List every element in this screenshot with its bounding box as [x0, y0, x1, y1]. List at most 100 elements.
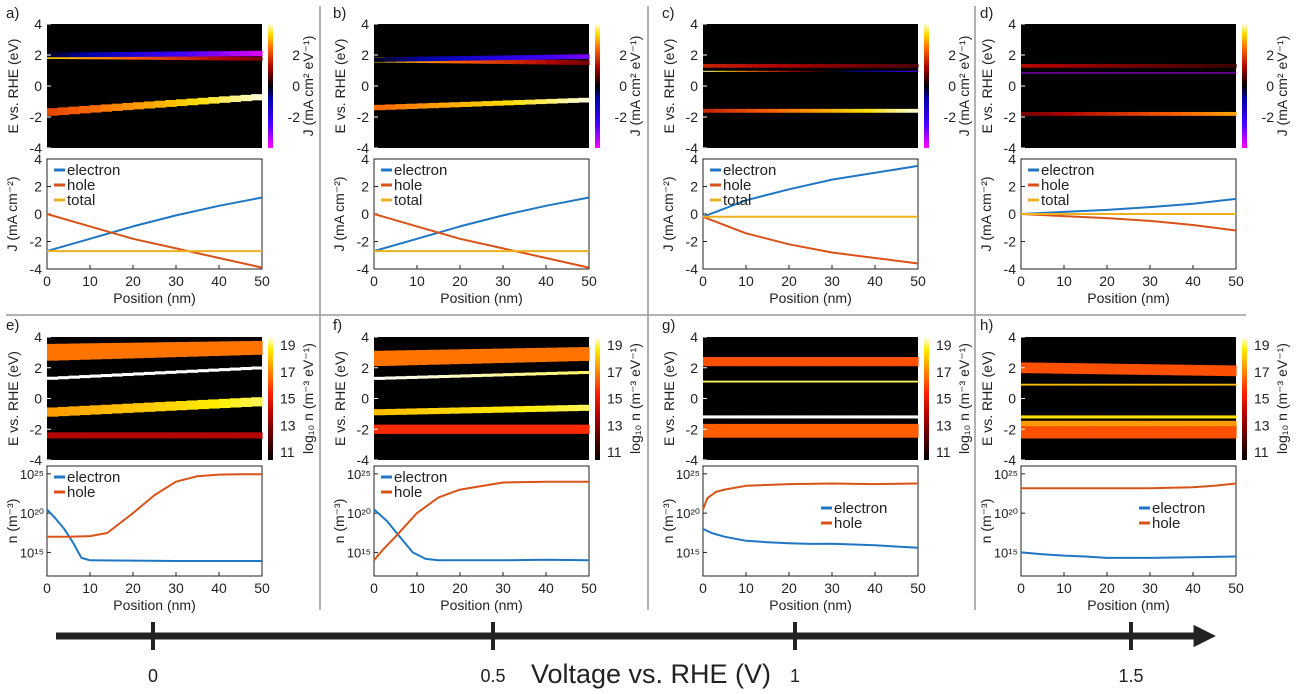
heatmap-cell [229, 367, 242, 371]
heatmap-cell [799, 423, 812, 438]
heatmap-cell [1074, 415, 1087, 419]
heatmap-ytick-label: -4 [30, 452, 43, 468]
heatmap-cell [449, 374, 461, 378]
colorbar-gradient [1242, 24, 1247, 148]
heatmap-cell [100, 104, 113, 112]
ytick-label: 0 [1008, 206, 1016, 222]
heatmap-cell [1031, 420, 1044, 429]
heatmap-cell [1193, 72, 1205, 74]
xtick-label: 40 [538, 580, 554, 596]
heatmap-cell [481, 373, 493, 377]
heatmap-cell [703, 356, 715, 367]
ytick-label: -4 [30, 261, 43, 277]
heatmap-cell [208, 432, 220, 439]
heatmap-cell [1182, 111, 1194, 116]
colorbar-tick-label: -2 [944, 109, 957, 125]
heatmap-cell [1117, 426, 1130, 439]
heatmap-cell [724, 380, 736, 383]
colorbar-gradient [595, 337, 600, 460]
heatmap-cell [165, 370, 177, 374]
heatmap-ytick-label: -2 [357, 421, 370, 437]
heatmap-cell [1139, 364, 1151, 375]
heatmap-band-5 [1021, 426, 1237, 439]
heatmap-cell [1193, 111, 1205, 116]
heatmap-cell [229, 341, 242, 356]
heatmap-ytick-label: 2 [361, 47, 369, 63]
heatmap-cell [143, 371, 156, 375]
heatmap-cell [176, 432, 188, 439]
legend-label-electron: electron [394, 469, 447, 486]
xtick-label: 10 [1056, 580, 1072, 596]
heatmap-cell [821, 415, 833, 419]
heatmap-cell [756, 380, 769, 383]
heatmap-cell [713, 63, 726, 68]
heatmap-ylabel: E vs. RHE (eV) [979, 39, 995, 134]
heatmap-cell [864, 380, 876, 383]
colorbar-tick-label: 17 [1254, 364, 1270, 380]
series-line-electron [702, 527, 919, 549]
heatmap-cell [1107, 111, 1119, 116]
series-line-electron [1020, 551, 1237, 559]
heatmap-cell [133, 403, 145, 413]
heatmap-cell [789, 356, 801, 367]
heatmap-cell [417, 349, 429, 365]
xtick-label: 30 [168, 580, 184, 596]
heatmap-cell [567, 424, 579, 434]
heatmap-cell [68, 432, 80, 439]
heatmap-cell [1182, 63, 1194, 68]
heatmap-cell [789, 70, 801, 72]
heatmap-cell [789, 63, 801, 68]
plot-frame [46, 465, 263, 577]
panel-b: b)420-2-4E vs. RHE (eV) 20-2 J (mA cm² eV⁻… [331, 5, 643, 306]
heatmap-cell [1053, 72, 1065, 74]
heatmap-cell [885, 380, 898, 383]
heatmap-cell [578, 424, 590, 434]
xtick-label: 0 [699, 273, 707, 289]
heatmap-cell [165, 55, 177, 60]
heatmap-cell [1064, 383, 1076, 386]
heatmap-band-3 [1021, 415, 1237, 419]
heatmap-cell [875, 70, 887, 72]
heatmap-cell [832, 108, 844, 113]
heatmap-cell [1064, 426, 1076, 439]
heatmap-cell [535, 405, 547, 412]
heatmap-cell [513, 424, 526, 434]
heatmap-cell [229, 50, 242, 57]
heatmap-cell [885, 70, 898, 72]
heatmap-ylabel: E vs. RHE (eV) [661, 39, 677, 134]
heatmap-cell [578, 54, 590, 59]
heatmap-cell [821, 63, 833, 68]
heatmap-cell [186, 341, 199, 357]
heatmap-cell [524, 99, 536, 105]
heatmap-cell [470, 55, 483, 61]
colorbar-tick-label: 19 [607, 337, 623, 353]
series-group [702, 164, 919, 265]
series-line-hole [373, 480, 589, 561]
heatmap-cell [374, 424, 386, 434]
heatmap-cell [186, 369, 199, 373]
legend-label-total: total [1041, 192, 1069, 209]
heatmap-cell [810, 356, 822, 367]
heatmap-cell [1074, 63, 1087, 68]
series-line-electron [46, 196, 263, 253]
heatmap-cell [68, 343, 80, 361]
heatmap-cell [703, 415, 715, 419]
series-group [46, 473, 262, 562]
heatmap-cell [57, 432, 70, 439]
heatmap-cell [832, 70, 844, 72]
heatmap-cell [79, 375, 91, 379]
heatmap-cell [492, 100, 504, 106]
heatmap-cell [470, 424, 483, 434]
xtick-label: 30 [495, 273, 511, 289]
heatmap-cell [556, 371, 569, 375]
colorbar-label: J (mA cm² eV⁻¹) [956, 36, 972, 137]
xlabel: Position (nm) [1087, 290, 1169, 306]
xtick-label: 0 [1017, 273, 1025, 289]
heatmap-cell [546, 54, 558, 60]
heatmap-cell [374, 57, 386, 62]
heatmap-cell [492, 406, 504, 413]
